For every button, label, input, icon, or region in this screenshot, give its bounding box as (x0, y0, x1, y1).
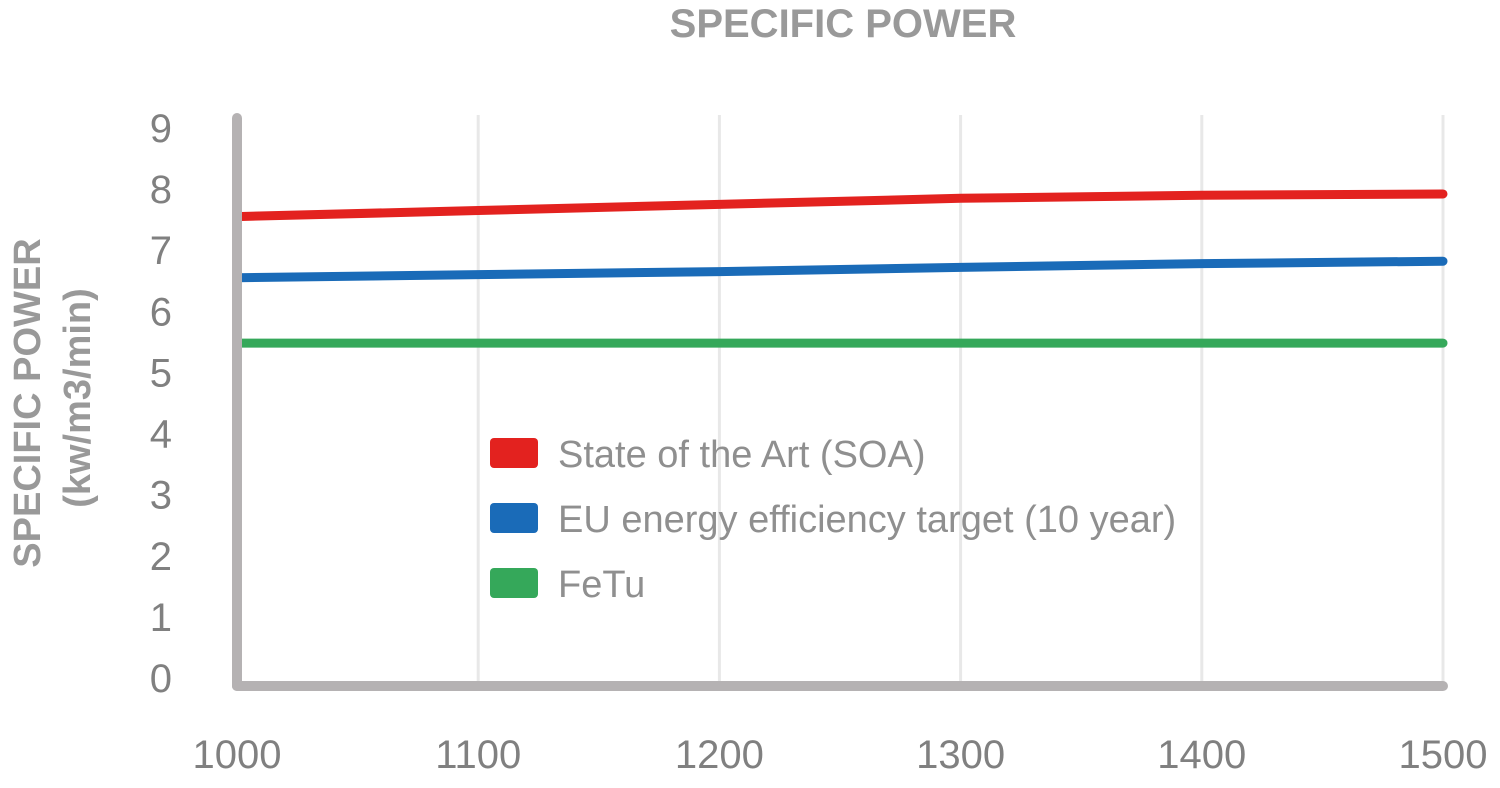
axes (232, 113, 1448, 691)
legend-label: State of the Art (SOA) (558, 434, 926, 476)
y-axis-title: SPECIFIC POWER (kw/m3/min) (7, 238, 99, 567)
y-axis-unit: (kw/m3/min) (57, 288, 99, 508)
y-tick-label: 6 (150, 290, 172, 334)
series-line-1 (232, 189, 1448, 222)
x-tick-label: 1100 (435, 733, 521, 777)
legend-swatch (490, 568, 538, 598)
legend-swatch (490, 503, 538, 533)
series-lines (232, 189, 1448, 348)
x-tick-label: 1500 (1399, 733, 1488, 777)
y-tick-label: 3 (150, 474, 172, 518)
legend-label: EU energy efficiency target (10 year) (558, 499, 1176, 541)
y-tick-labels: 0 1 2 3 4 5 6 7 8 9 (150, 107, 172, 701)
legend: State of the Art (SOA) EU energy efficien… (490, 434, 1176, 606)
gridlines (476, 115, 1445, 686)
legend-label: FeTu (558, 564, 645, 606)
y-axis-label: SPECIFIC POWER (7, 238, 49, 567)
y-tick-label: 1 (150, 596, 172, 640)
x-tick-labels: 1000 1100 1200 1300 1400 1500 (193, 733, 1488, 777)
y-tick-label: 9 (150, 107, 172, 151)
x-tick-label: 1000 (193, 733, 282, 777)
x-tick-label: 1300 (916, 733, 1005, 777)
y-tick-label: 2 (150, 535, 172, 579)
y-tick-label: 7 (150, 229, 172, 273)
y-tick-label: 0 (150, 657, 172, 701)
x-tick-label: 1200 (675, 733, 764, 777)
chart-title: SPECIFIC POWER (670, 2, 1017, 46)
series-line-2 (232, 256, 1448, 283)
y-tick-label: 5 (150, 351, 172, 395)
y-tick-label: 4 (150, 413, 172, 457)
legend-swatch (490, 438, 538, 468)
y-tick-label: 8 (150, 168, 172, 212)
x-tick-label: 1400 (1157, 733, 1246, 777)
